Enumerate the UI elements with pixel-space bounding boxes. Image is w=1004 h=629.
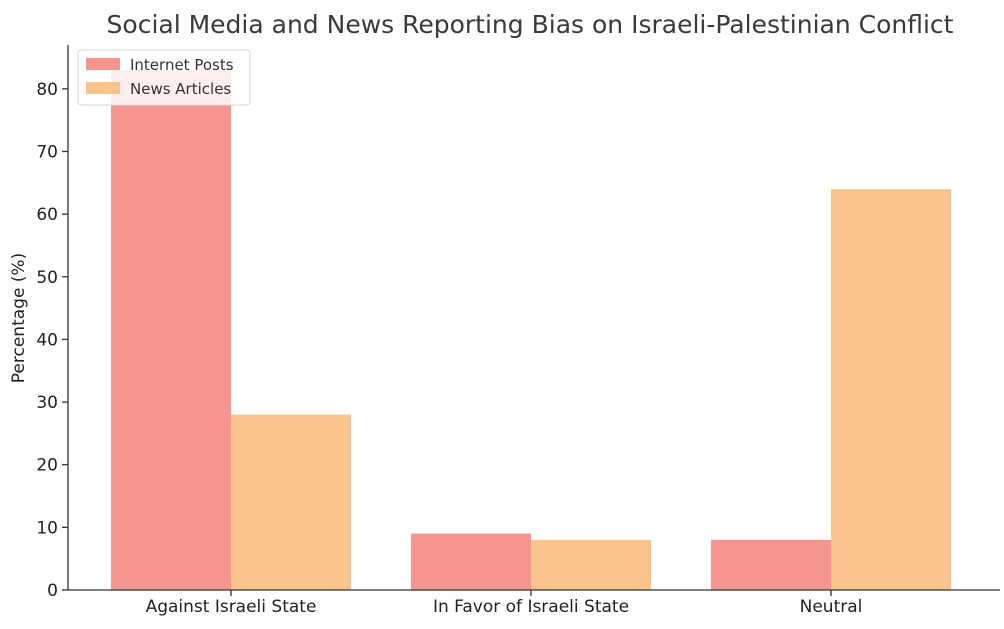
bars-group: [111, 70, 951, 591]
y-tick-label: 60: [36, 205, 58, 225]
x-tick-label: Against Israeli State: [146, 597, 317, 617]
bar-news-articles-2: [531, 539, 651, 590]
y-tick-label: 70: [36, 142, 58, 162]
y-tick-label: 80: [36, 80, 58, 100]
y-axis-label: Percentage (%): [9, 253, 29, 383]
y-tick-label: 20: [36, 456, 58, 476]
bar-internet-posts-2: [411, 533, 531, 590]
y-tick-label: 30: [36, 393, 58, 413]
legend-label: News Articles: [130, 80, 231, 98]
y-tick-label: 40: [36, 330, 58, 350]
legend-label: Internet Posts: [130, 56, 234, 74]
y-axis-ticks: 0 10 20 30 40 50 60 70 80: [36, 80, 68, 601]
legend: Internet Posts News Articles: [77, 49, 251, 106]
x-axis-ticks: Against Israeli State In Favor of Israeli…: [146, 590, 863, 617]
x-tick-label: In Favor of Israeli State: [433, 597, 629, 617]
legend-frame: [77, 49, 251, 106]
y-tick-label: 0: [47, 581, 58, 601]
legend-swatch: [86, 82, 120, 94]
x-tick-label: Neutral: [800, 597, 863, 617]
bar-news-articles-1: [231, 414, 351, 590]
chart-title: Social Media and News Reporting Bias on …: [107, 10, 954, 39]
y-tick-label: 50: [36, 268, 58, 288]
bar-internet-posts-1: [111, 70, 231, 590]
bar-news-articles-3: [831, 189, 951, 591]
y-tick-label: 10: [36, 518, 58, 538]
legend-swatch: [86, 58, 120, 70]
bar-internet-posts-3: [711, 539, 831, 590]
